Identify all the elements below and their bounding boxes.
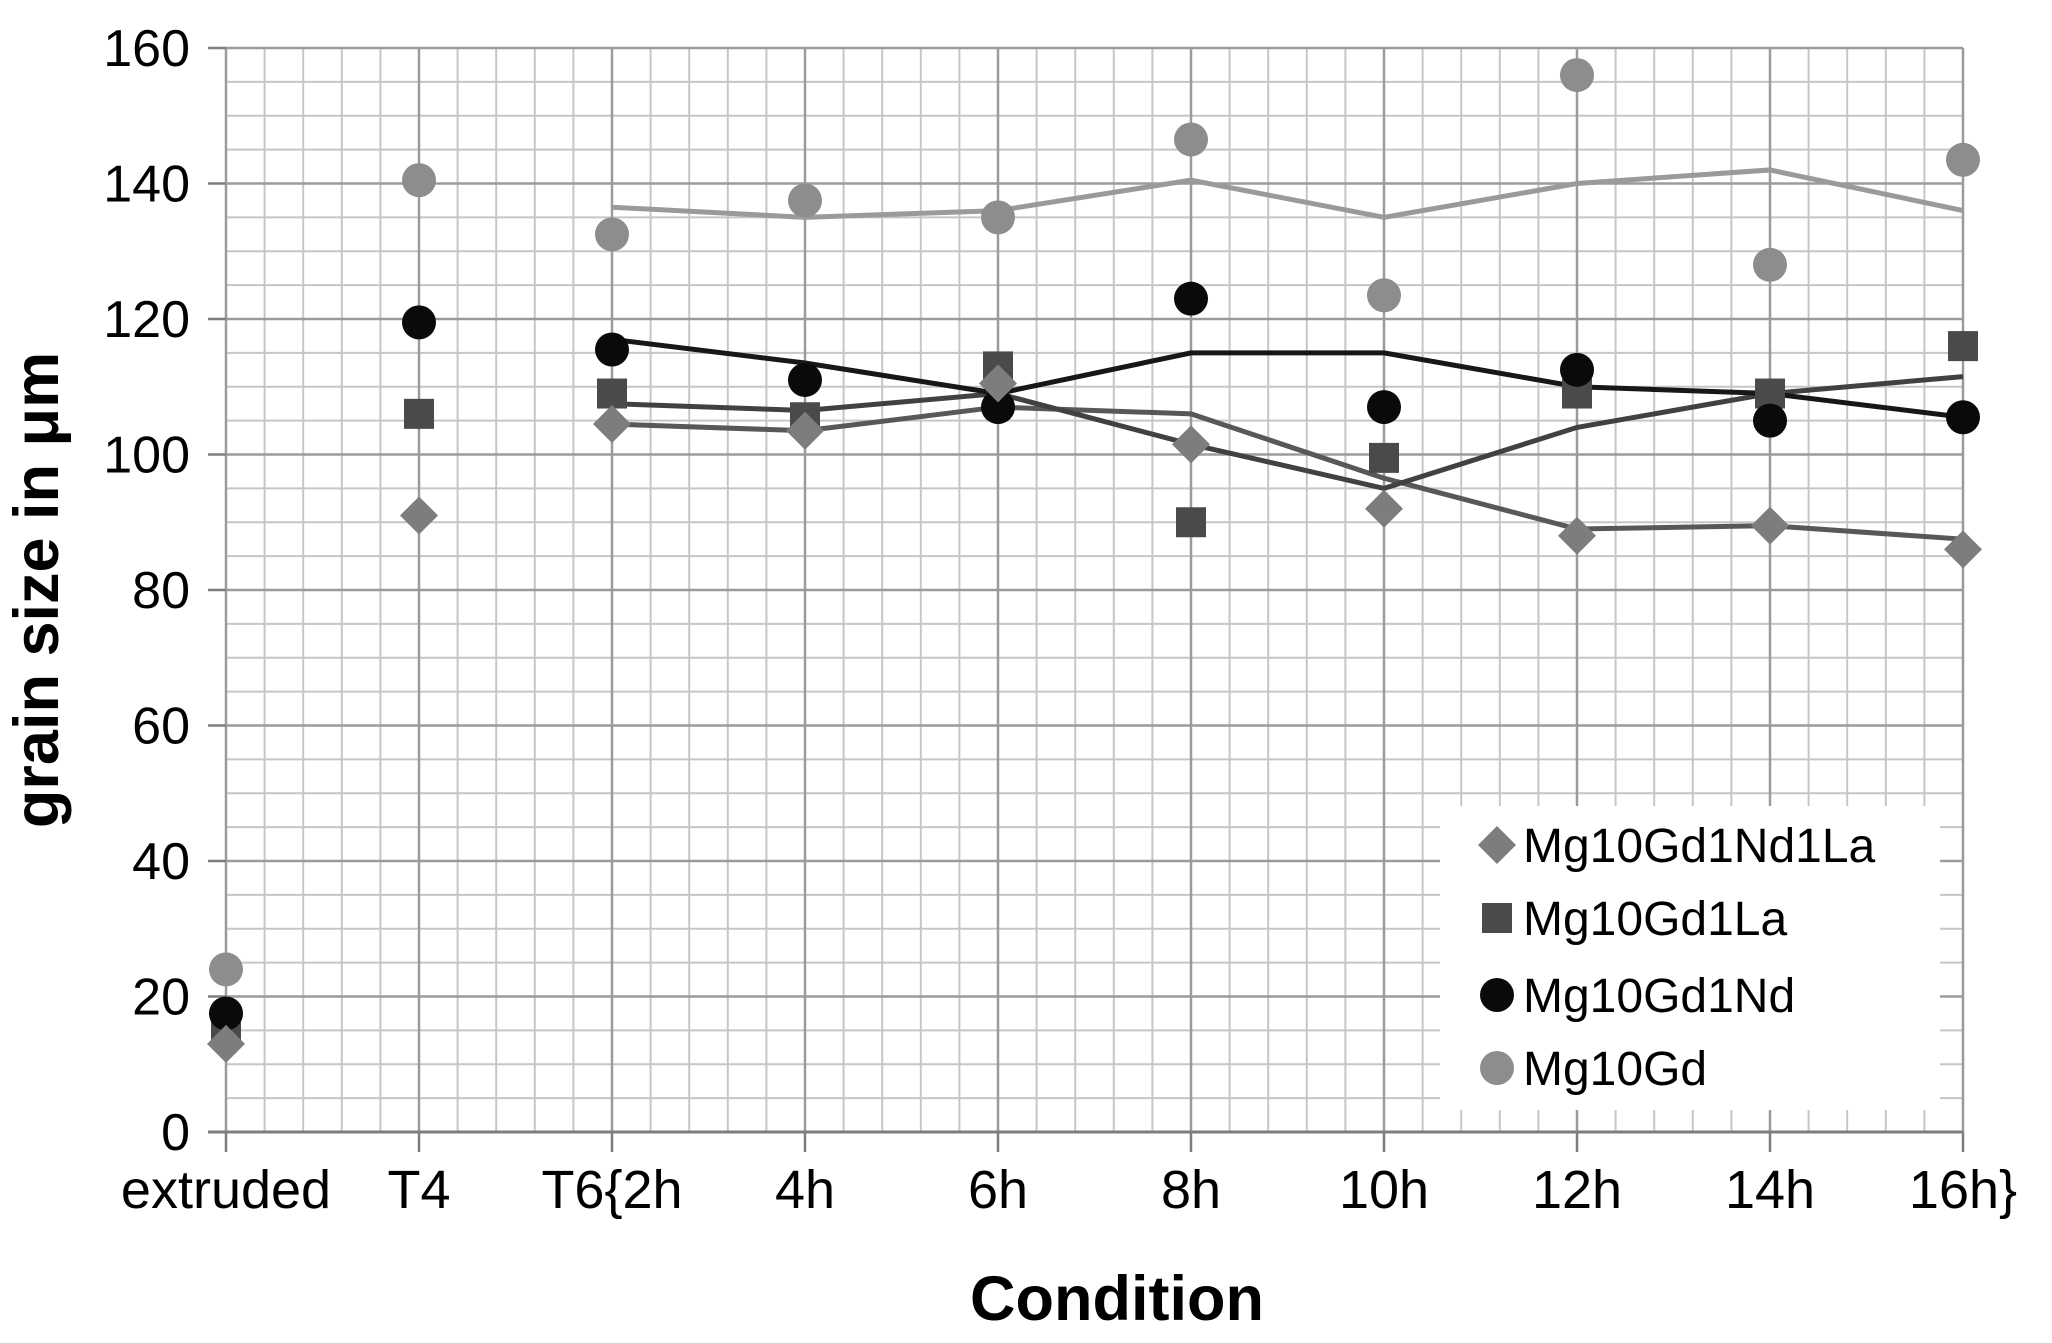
x-tick-label: 12h xyxy=(1532,1160,1622,1220)
x-axis-title: Condition xyxy=(970,1264,1264,1334)
marker-Mg10Gd xyxy=(1753,247,1787,282)
y-tick-label: 100 xyxy=(103,427,190,485)
legend-background xyxy=(1440,806,1940,1110)
marker-Mg10Gd xyxy=(1174,122,1208,157)
marker-Mg10Gd1Nd1La xyxy=(1944,530,1982,569)
marker-Mg10Gd1Nd1La xyxy=(979,364,1017,403)
marker-Mg10Gd1Nd1La xyxy=(207,1024,245,1063)
x-tick-label: 4h xyxy=(775,1160,835,1220)
legend-label-Mg10Gd: Mg10Gd xyxy=(1523,1043,1707,1096)
x-tick-label: 8h xyxy=(1161,1160,1221,1220)
marker-Mg10Gd1La xyxy=(1176,507,1206,538)
marker-Mg10Gd1Nd1La xyxy=(400,496,438,535)
legend-marker-Mg10Gd1La xyxy=(1482,903,1512,933)
marker-Mg10Gd1Nd xyxy=(1367,390,1401,425)
minor-gridlines xyxy=(226,48,1963,1132)
marker-Mg10Gd xyxy=(1946,142,1980,177)
x-tick-label: 14h xyxy=(1725,1160,1815,1220)
y-tick-label: 160 xyxy=(103,20,190,78)
marker-Mg10Gd1Nd xyxy=(788,362,822,397)
marker-Mg10Gd xyxy=(1367,278,1401,313)
marker-Mg10Gd1Nd xyxy=(1560,352,1594,387)
marker-Mg10Gd1Nd1La xyxy=(1365,489,1403,528)
marker-Mg10Gd1La xyxy=(404,398,434,429)
legend: Mg10Gd1Nd1La Mg10Gd1La Mg10Gd1Nd Mg10Gd xyxy=(1478,820,1876,1096)
legend-label-Mg10Gd1Nd1La: Mg10Gd1Nd1La xyxy=(1523,820,1876,873)
axes-and-ticks xyxy=(208,46,1965,1152)
y-axis-title: grain size in μm xyxy=(2,352,72,828)
marker-Mg10Gd1Nd xyxy=(1753,403,1787,438)
marker-Mg10Gd1Nd xyxy=(981,390,1015,425)
legend-marker-Mg10Gd1Nd1La xyxy=(1478,826,1516,864)
y-tick-label: 40 xyxy=(132,833,190,891)
y-tick-label: 140 xyxy=(103,156,190,214)
legend-marker-Mg10Gd xyxy=(1480,1051,1514,1085)
legend-label-Mg10Gd1Nd: Mg10Gd1Nd xyxy=(1523,970,1795,1023)
marker-Mg10Gd1Nd xyxy=(209,996,243,1031)
marker-Mg10Gd1Nd xyxy=(1946,400,1980,435)
marker-Mg10Gd xyxy=(209,952,243,987)
marker-Mg10Gd1La xyxy=(1948,331,1978,362)
trendline-Mg10Gd1La xyxy=(611,374,1964,491)
marker-Mg10Gd xyxy=(402,163,436,198)
marker-Mg10Gd1Nd xyxy=(1174,281,1208,316)
marker-Mg10Gd xyxy=(788,183,822,218)
marker-Mg10Gd1La xyxy=(1755,378,1785,409)
legend-marker-Mg10Gd1Nd xyxy=(1480,978,1514,1012)
y-tick-label: 60 xyxy=(132,698,190,756)
marker-Mg10Gd1Nd xyxy=(595,332,629,367)
legend-box xyxy=(1440,806,1940,1110)
marker-Mg10Gd xyxy=(981,200,1015,235)
y-tick-label: 0 xyxy=(161,1104,190,1162)
marker-Mg10Gd1La xyxy=(597,378,627,409)
legend-label-Mg10Gd1La: Mg10Gd1La xyxy=(1523,893,1787,946)
series-markers xyxy=(207,58,1982,1063)
x-tick-label: T4 xyxy=(387,1160,450,1220)
x-axis-tick-labels: extruded T4 T6{2h 4h 6h 8h 10h 12h 14h 16h} xyxy=(121,1160,2017,1220)
x-tick-label: 6h xyxy=(968,1160,1028,1220)
marker-Mg10Gd1Nd1La xyxy=(593,405,631,444)
marker-Mg10Gd1Nd1La xyxy=(1558,516,1596,555)
trendline-Mg10Gd1Nd xyxy=(611,336,1964,420)
trendline-Mg10Gd xyxy=(611,167,1964,220)
series-trendlines xyxy=(611,167,1964,542)
x-tick-label: 10h xyxy=(1339,1160,1429,1220)
marker-Mg10Gd1La xyxy=(1369,442,1399,473)
marker-Mg10Gd1Nd1La xyxy=(1172,425,1210,464)
marker-Mg10Gd1Nd1La xyxy=(1751,506,1789,545)
y-tick-label: 80 xyxy=(132,562,190,620)
x-tick-label: 16h} xyxy=(1909,1160,2017,1220)
y-tick-label: 120 xyxy=(103,291,190,349)
marker-Mg10Gd xyxy=(595,217,629,252)
y-axis-tick-labels: 0 20 40 60 80 100 120 140 160 xyxy=(103,20,190,1162)
x-tick-label: extruded xyxy=(121,1160,331,1220)
marker-Mg10Gd1Nd1La xyxy=(786,411,824,450)
y-tick-label: 20 xyxy=(132,969,190,1027)
marker-Mg10Gd1Nd xyxy=(402,305,436,340)
trendline-Mg10Gd1Nd1La xyxy=(611,404,1964,542)
marker-Mg10Gd xyxy=(1560,58,1594,93)
x-tick-label: T6{2h xyxy=(541,1160,682,1220)
